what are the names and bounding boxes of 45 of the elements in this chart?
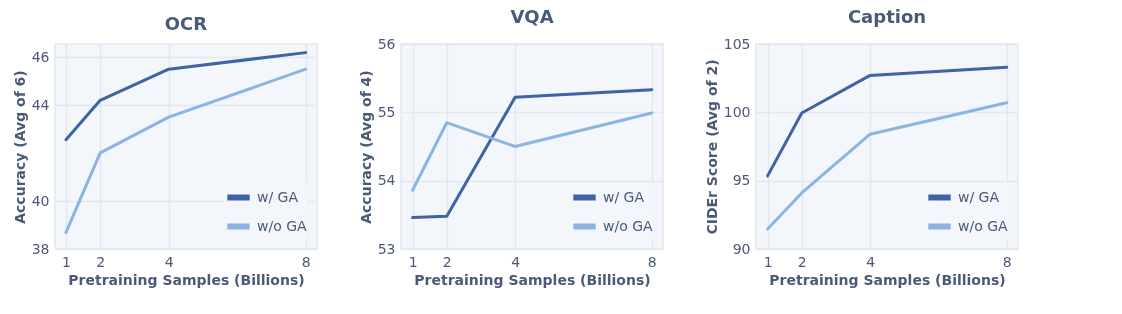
line-series bbox=[766, 101, 1009, 231]
x-tick-label: 2 bbox=[442, 253, 452, 270]
x-axis-title: Pretraining Samples (Billions) bbox=[68, 271, 305, 288]
chart-title: VQA bbox=[510, 6, 554, 27]
y-tick-label: 53 bbox=[377, 240, 396, 257]
y-tick-label: 55 bbox=[377, 103, 396, 120]
legend-label: w/ GA bbox=[257, 188, 299, 205]
x-tick-label: 8 bbox=[301, 253, 311, 270]
line-series bbox=[411, 111, 654, 192]
x-tick-label: 1 bbox=[62, 253, 71, 270]
y-axis-title: Accuracy (Avg of 4) bbox=[357, 70, 374, 224]
x-tick-label: 4 bbox=[866, 253, 876, 270]
y-tick-label: 40 bbox=[31, 192, 50, 209]
x-axis-title: Pretraining Samples (Billions) bbox=[414, 271, 651, 288]
chart-title: OCR bbox=[164, 13, 208, 34]
x-tick-label: 8 bbox=[647, 253, 657, 270]
y-tick-label: 54 bbox=[377, 172, 396, 189]
line-series bbox=[64, 51, 308, 142]
legend-label: w/ GA bbox=[958, 188, 1000, 205]
y-tick-label: 38 bbox=[31, 240, 50, 257]
y-tick-label: 100 bbox=[723, 103, 751, 120]
line-series bbox=[64, 67, 308, 234]
line-series bbox=[766, 65, 1009, 178]
legend-label: w/o GA bbox=[603, 217, 654, 234]
line-series bbox=[411, 88, 654, 220]
x-tick-label: 8 bbox=[1002, 253, 1012, 270]
x-tick-label: 4 bbox=[511, 253, 521, 270]
y-tick-label: 105 bbox=[723, 35, 751, 52]
y-tick-label: 56 bbox=[377, 35, 396, 52]
y-tick-label: 44 bbox=[31, 96, 50, 113]
y-axis-title: CIDEr Score (Avg of 2) bbox=[703, 59, 720, 235]
legend-label: w/o GA bbox=[958, 217, 1009, 234]
x-tick-label: 1 bbox=[408, 253, 418, 270]
legend-label: w/o GA bbox=[257, 217, 308, 234]
y-axis-title: Accuracy (Avg of 6) bbox=[11, 70, 28, 224]
legend-label: w/ GA bbox=[603, 188, 645, 205]
x-tick-label: 4 bbox=[164, 253, 174, 270]
y-tick-label: 90 bbox=[732, 240, 751, 257]
x-tick-label: 1 bbox=[763, 253, 773, 270]
y-tick-label: 46 bbox=[31, 48, 50, 65]
x-tick-label: 2 bbox=[797, 253, 807, 270]
y-tick-label: 95 bbox=[732, 172, 751, 189]
x-axis-title: Pretraining Samples (Billions) bbox=[769, 271, 1006, 288]
x-tick-label: 2 bbox=[96, 253, 106, 270]
chart-title: Caption bbox=[847, 6, 927, 27]
